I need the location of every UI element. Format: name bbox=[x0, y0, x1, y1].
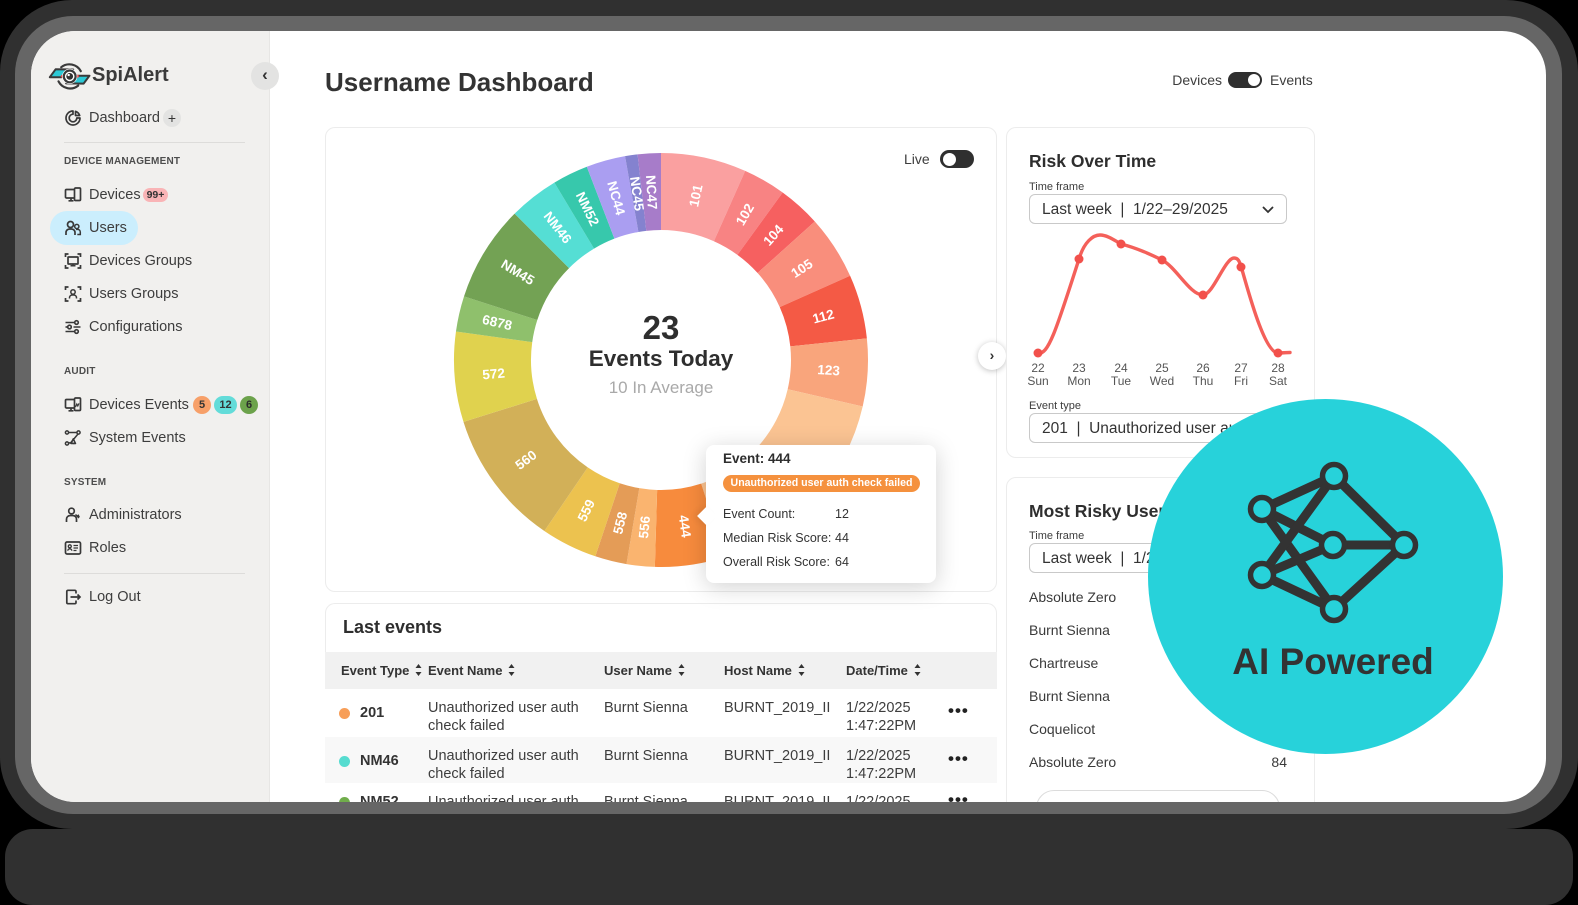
svg-text:112: 112 bbox=[811, 306, 836, 326]
svg-text:572: 572 bbox=[482, 365, 506, 382]
svg-text:556: 556 bbox=[636, 515, 653, 539]
svg-text:558: 558 bbox=[610, 510, 630, 536]
svg-text:6878: 6878 bbox=[481, 312, 514, 333]
svg-text:123: 123 bbox=[817, 362, 841, 378]
svg-text:101: 101 bbox=[686, 183, 705, 209]
svg-text:NC45: NC45 bbox=[627, 176, 647, 213]
svg-text:NC47: NC47 bbox=[643, 175, 660, 210]
svg-text:444: 444 bbox=[676, 514, 694, 539]
